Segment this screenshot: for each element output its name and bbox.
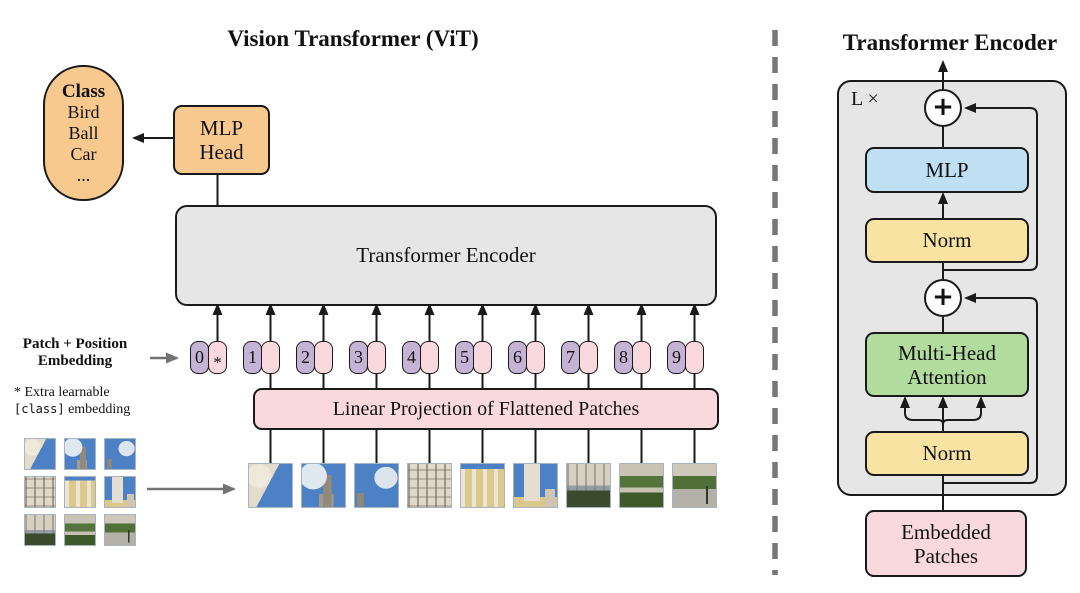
patch-token bbox=[314, 341, 333, 374]
token-pair-4: 4 bbox=[402, 341, 440, 374]
patch-token bbox=[420, 341, 439, 374]
image-patch bbox=[619, 463, 664, 508]
mlp-head-box: MLP Head bbox=[173, 105, 270, 175]
class-pill-item: Ball bbox=[68, 122, 99, 143]
position-token: 9 bbox=[667, 341, 686, 374]
patch-position-embedding-label: Patch + Position Embedding bbox=[22, 336, 128, 369]
embedded-patches-box: Embedded Patches bbox=[865, 510, 1027, 577]
patch-token bbox=[261, 341, 280, 374]
image-patch bbox=[513, 463, 558, 508]
image-patch bbox=[64, 514, 96, 546]
image-patch bbox=[104, 438, 136, 470]
class-pill-item: ... bbox=[76, 164, 91, 185]
multi-head-attention-box: Multi-Head Attention bbox=[865, 332, 1029, 397]
image-patch bbox=[407, 463, 452, 508]
token-pair-3: 3 bbox=[349, 341, 387, 374]
patch-token bbox=[473, 341, 492, 374]
class-patch-token: * bbox=[208, 341, 227, 374]
position-token: 2 bbox=[296, 341, 315, 374]
position-token: 7 bbox=[561, 341, 580, 374]
token-pair-9: 9 bbox=[667, 341, 705, 374]
right-figure-title: Transformer Encoder bbox=[842, 30, 1058, 55]
image-patch bbox=[460, 463, 505, 508]
position-token: 6 bbox=[508, 341, 527, 374]
position-token: 0 bbox=[190, 341, 209, 374]
token-pair-2: 2 bbox=[296, 341, 334, 374]
token-pair-5: 5 bbox=[455, 341, 493, 374]
class-pill-item: Bird bbox=[67, 101, 100, 122]
image-patch bbox=[24, 514, 56, 546]
residual-add-top: + bbox=[924, 89, 962, 127]
class-output-pill: Class Bird Ball Car ... bbox=[43, 65, 124, 201]
position-token: 1 bbox=[243, 341, 262, 374]
token-pair-0: 0 * bbox=[190, 341, 228, 374]
image-patch bbox=[672, 463, 717, 508]
class-pill-item: Car bbox=[70, 143, 97, 164]
left-figure-title: Vision Transformer (ViT) bbox=[227, 26, 479, 51]
class-pill-heading: Class bbox=[61, 80, 106, 102]
norm-box-top: Norm bbox=[865, 218, 1029, 263]
image-patch bbox=[24, 438, 56, 470]
position-token: 8 bbox=[614, 341, 633, 374]
patch-token bbox=[526, 341, 545, 374]
position-token: 3 bbox=[349, 341, 368, 374]
mlp-box: MLP bbox=[865, 147, 1029, 193]
extra-learnable-note: * Extra learnable [class] embedding bbox=[14, 385, 131, 417]
patch-token bbox=[367, 341, 386, 374]
image-patch bbox=[104, 514, 136, 546]
linear-projection-box: Linear Projection of Flattened Patches bbox=[253, 388, 719, 430]
image-patch bbox=[301, 463, 346, 508]
image-patch bbox=[354, 463, 399, 508]
position-token: 4 bbox=[402, 341, 421, 374]
image-patch bbox=[566, 463, 611, 508]
class-token-code: [class] bbox=[14, 402, 65, 416]
image-patch bbox=[64, 438, 96, 470]
patch-token bbox=[685, 341, 704, 374]
token-pair-6: 6 bbox=[508, 341, 546, 374]
token-pair-7: 7 bbox=[561, 341, 599, 374]
token-pair-1: 1 bbox=[243, 341, 281, 374]
image-patch bbox=[24, 476, 56, 508]
patch-token bbox=[632, 341, 651, 374]
image-patch bbox=[248, 463, 293, 508]
image-patch bbox=[104, 476, 136, 508]
residual-add-bottom: + bbox=[924, 279, 962, 317]
norm-box-bottom: Norm bbox=[865, 431, 1029, 476]
token-pair-8: 8 bbox=[614, 341, 652, 374]
transformer-encoder-box: Transformer Encoder bbox=[175, 205, 717, 306]
layer-repeat-label: L × bbox=[851, 88, 879, 110]
position-token: 5 bbox=[455, 341, 474, 374]
patch-token bbox=[579, 341, 598, 374]
image-patch bbox=[64, 476, 96, 508]
